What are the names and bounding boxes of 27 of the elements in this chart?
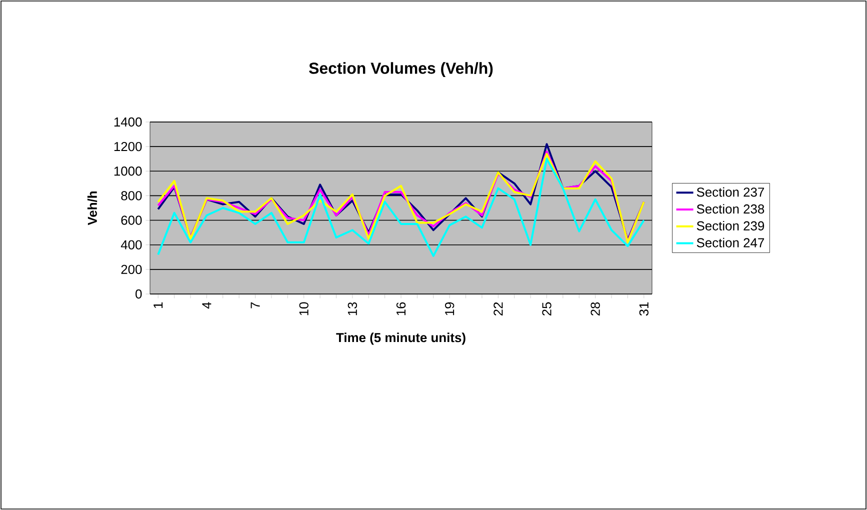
x-tick-label: 13	[348, 302, 358, 316]
y-axis-title: Veh/h	[87, 192, 98, 226]
line-series	[157, 158, 645, 257]
y-tick-label: 0	[136, 289, 142, 299]
x-tick-label: 10	[299, 302, 308, 316]
x-tick-label: 31	[639, 302, 648, 316]
y-tick-label: 200	[121, 264, 142, 274]
x-tick-label: 7	[250, 302, 260, 308]
y-tick-label: 600	[121, 216, 142, 225]
chart-title: Section Volumes (Veh/h)	[309, 62, 493, 77]
legend-label: Section 237	[696, 187, 764, 197]
x-tick-label: 16	[396, 302, 406, 316]
x-tick-label: 19	[445, 302, 454, 316]
y-tick-label: 800	[121, 191, 142, 200]
legend-label: Section 247	[696, 238, 764, 248]
x-axis-title: Time (5 minute units)	[336, 332, 466, 345]
x-tick-label: 28	[590, 302, 600, 316]
y-tick-label: 1400	[114, 117, 142, 127]
legend-label: Section 239	[696, 220, 764, 230]
y-tick-label: 1000	[114, 166, 142, 176]
legend-label: Section 238	[696, 204, 764, 214]
y-tick-label: 1200	[114, 142, 142, 152]
y-tick-label: 400	[120, 240, 142, 250]
x-tick-label: 22	[494, 302, 503, 316]
x-tick-label: 25	[542, 302, 552, 316]
x-tick-label: 4	[202, 302, 212, 309]
x-tick-label: 1	[154, 302, 163, 308]
